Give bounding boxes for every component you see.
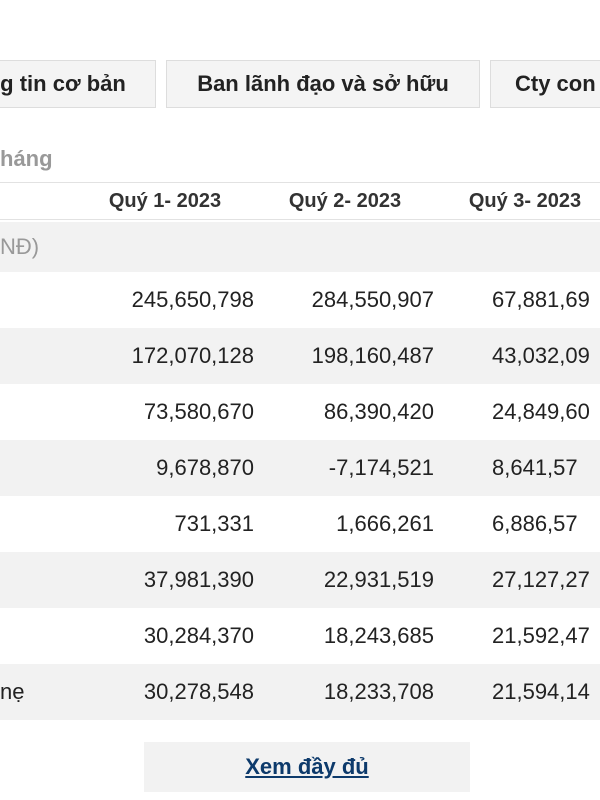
tab-label: g tin cơ bản: [0, 71, 126, 96]
table-row: 731,331 1,666,261 6,886,57: [0, 496, 600, 552]
tab-leadership-ownership[interactable]: Ban lãnh đạo và sở hữu: [166, 60, 480, 108]
table-cell: 86,390,420: [323, 399, 434, 424]
table-cell: 67,881,69: [492, 287, 590, 312]
table-cell: 731,331: [174, 511, 254, 536]
table-cell: 284,550,907: [311, 287, 434, 312]
table-cell: 8,641,57: [492, 455, 578, 480]
table-cell: 43,032,09: [492, 343, 590, 368]
row-label: nẹ: [0, 679, 25, 704]
table-cell: 21,594,14: [492, 679, 590, 704]
table-cell: 22,931,519: [323, 567, 434, 592]
table-row: 172,070,128 198,160,487 43,032,09: [0, 328, 600, 384]
divider: [0, 219, 600, 220]
view-full-button[interactable]: Xem đầy đủ: [144, 742, 470, 792]
table-row: 9,678,870 -7,174,521 8,641,57: [0, 440, 600, 496]
tab-label: Ban lãnh đạo và sở hữu: [197, 71, 449, 96]
table-row: 245,650,798 284,550,907 67,881,69: [0, 272, 600, 328]
table-cell: 198,160,487: [311, 343, 434, 368]
table-cell: 6,886,57: [492, 511, 578, 536]
table-cell: 245,650,798: [131, 287, 254, 312]
section-title: háng: [0, 146, 53, 171]
table-row: 73,580,670 86,390,420 24,849,60: [0, 384, 600, 440]
column-header-q2: Quý 2- 2023: [288, 190, 402, 212]
table-cell: 18,233,708: [323, 679, 434, 704]
unit-label: NĐ): [0, 234, 40, 259]
table-cell: 37,981,390: [143, 567, 254, 592]
table-cell: 9,678,870: [156, 455, 254, 480]
table-cell: 172,070,128: [131, 343, 254, 368]
column-header-q3: Quý 3- 2023: [468, 190, 582, 212]
tab-subsidiaries[interactable]: Cty con: [490, 60, 600, 108]
table-cell: 30,278,548: [143, 679, 254, 704]
tab-label: Cty con: [515, 71, 596, 96]
table-row: nẹ 30,278,548 18,233,708 21,594,14: [0, 664, 600, 720]
divider: [0, 182, 600, 183]
table-cell: 73,580,670: [143, 399, 254, 424]
column-header-q1: Quý 1- 2023: [108, 190, 222, 212]
table-cell: 18,243,685: [323, 623, 434, 648]
tab-basic-info[interactable]: g tin cơ bản: [0, 60, 156, 108]
table-cell: 27,127,27: [492, 567, 590, 592]
table-cell: 30,284,370: [143, 623, 254, 648]
table-row: 30,284,370 18,243,685 21,592,47: [0, 608, 600, 664]
table-cell: 24,849,60: [492, 399, 590, 424]
table-cell: -7,174,521: [328, 455, 434, 480]
table-cell: 21,592,47: [492, 623, 590, 648]
table-row: 37,981,390 22,931,519 27,127,27: [0, 552, 600, 608]
unit-row: NĐ): [0, 222, 600, 272]
view-full-link[interactable]: Xem đầy đủ: [245, 754, 369, 779]
table-cell: 1,666,261: [336, 511, 434, 536]
